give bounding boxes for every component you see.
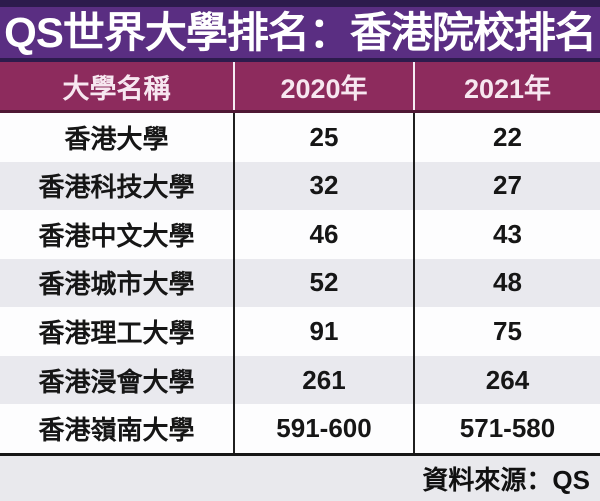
cell-rank-2021: 27 (493, 170, 522, 201)
cell-rank-2021: 48 (493, 267, 522, 298)
cell-rank-2020: 52 (235, 258, 415, 308)
table-row: 香港中文大學 46 43 (0, 210, 600, 259)
cell-university-name: 香港浸會大學 (0, 355, 235, 405)
table-body: 香港大學 25 22 香港科技大學 32 27 香港中文大學 46 43 香港城… (0, 113, 600, 453)
header-cell-2020: 2020年 (235, 62, 415, 110)
table-row: 香港浸會大學 261 264 (0, 355, 600, 405)
cell-rank-2020: 32 (235, 161, 415, 211)
table-row: 香港科技大學 32 27 (0, 161, 600, 211)
top-border-strip (0, 0, 600, 7)
cell-university-name: 香港大學 (0, 113, 235, 162)
cell-rank-2021: 22 (493, 121, 522, 152)
table-header: 大學名稱 2020年 2021年 (0, 62, 600, 113)
cell-rank-2021: 75 (493, 316, 522, 347)
title-divider-strip (0, 58, 600, 62)
cell-university-name: 香港城市大學 (0, 258, 235, 308)
cell-rank-2020: 261 (235, 355, 415, 405)
cell-university-name: 香港嶺南大學 (0, 404, 235, 453)
header-cell-university: 大學名稱 (0, 62, 235, 110)
cell-university-name: 香港科技大學 (0, 161, 235, 211)
table-row: 香港大學 25 22 (0, 113, 600, 162)
cell-rank-2021: 264 (485, 364, 530, 395)
cell-university-name: 香港中文大學 (0, 210, 235, 259)
table-row: 香港城市大學 52 48 (0, 258, 600, 308)
footer-bar: 資料來源：QS (0, 456, 600, 501)
table-bottom-border (0, 453, 600, 456)
cell-university-name: 香港理工大學 (0, 307, 235, 356)
cell-rank-2020: 25 (235, 113, 415, 162)
source-note: 資料來源：QS (422, 465, 590, 495)
table-row: 香港嶺南大學 591-600 571-580 (0, 404, 600, 453)
cell-rank-2020: 591-600 (235, 404, 415, 453)
cell-rank-2021: 571-580 (459, 413, 556, 444)
cell-rank-2020: 46 (235, 210, 415, 259)
cell-rank-2020: 91 (235, 307, 415, 356)
table-row: 香港理工大學 91 75 (0, 307, 600, 356)
page-title: QS世界大學排名：香港院校排名 (4, 8, 597, 56)
title-bar: QS世界大學排名：香港院校排名 (0, 7, 600, 58)
cell-rank-2021: 43 (493, 218, 522, 249)
header-cell-2021: 2021年 (463, 73, 552, 104)
